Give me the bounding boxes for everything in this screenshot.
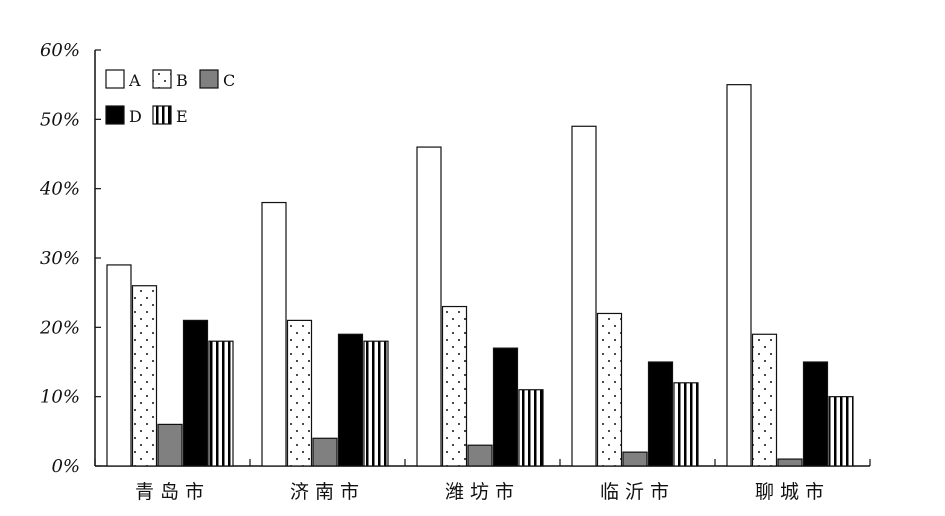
legend-label-a: A [128,71,141,90]
bars-layer [106,84,854,467]
y-tick-label: 20% [39,317,80,338]
bar-e-1 [208,340,234,467]
bar-c-2 [312,437,338,467]
legend-swatch-a [105,69,125,89]
bar-e-3 [518,389,544,467]
y-tick-label: 0% [51,456,80,477]
bar-e-5 [828,396,854,467]
category-label: 临沂市 [600,481,675,503]
category-label: 潍坊市 [445,481,520,503]
bar-a-2 [261,201,287,467]
category-label: 聊城市 [755,481,830,503]
y-tick-label: 10% [40,387,80,408]
y-tick-label: 50% [40,109,80,130]
legend-swatch-c [199,69,219,89]
y-axis: 0% 10% 20% 30% 40% 50% 60% [39,40,101,477]
y-tick-label: 60% [40,40,80,61]
legend-label-e: E [176,107,188,126]
y-tick-label: 40% [39,179,80,200]
bar-e-4 [673,382,699,467]
bar-a-3 [416,146,442,467]
legend-swatch-b [152,69,172,89]
bar-b-4 [596,312,623,467]
bar-c-4 [622,451,648,467]
bar-a-5 [726,84,752,467]
bar-b-1 [131,285,158,467]
y-tick-label: 30% [40,248,80,269]
bar-d-3 [492,347,519,467]
category-label: 济南市 [290,481,365,503]
bar-e-2 [363,340,389,467]
legend-label-d: D [129,107,142,126]
bar-c-1 [157,423,183,467]
bar-c-5 [777,458,803,467]
bar-a-1 [106,264,132,467]
bar-d-2 [337,333,364,467]
category-labels: 青岛市 济南市 潍坊市 临沂市 聊城市 [135,481,830,503]
legend: A B C D E [105,69,235,126]
bar-d-5 [802,361,829,467]
bar-b-5 [751,333,778,467]
bar-a-4 [571,125,597,467]
legend-label-b: B [176,71,188,90]
legend-swatch-e [152,105,172,125]
legend-label-c: C [223,71,235,90]
bar-d-1 [182,319,209,467]
bar-b-3 [441,305,468,467]
bar-b-2 [286,319,313,467]
bar-c-3 [467,444,493,467]
bar-d-4 [647,361,674,467]
category-label: 青岛市 [135,481,210,503]
legend-swatch-d [105,105,125,125]
